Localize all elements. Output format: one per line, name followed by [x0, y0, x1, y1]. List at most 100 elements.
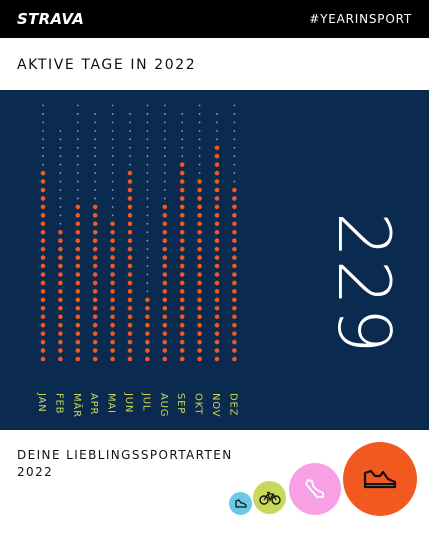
active-day-dot [179, 356, 185, 362]
active-day-dot [127, 314, 133, 320]
active-day-dot [127, 339, 133, 345]
active-day-dot [179, 238, 185, 243]
inactive-day-dot [146, 189, 149, 191]
active-day-dot [197, 179, 202, 184]
inactive-day-dot [129, 121, 131, 124]
active-day-dot [179, 314, 185, 320]
active-day-dot [232, 196, 237, 201]
active-days-panel: JAN FEB MÄR APR MAI JUN JUL AUG SEP OKT NOV DEZ 229 [0, 90, 429, 430]
active-day-dot [58, 348, 63, 353]
inactive-day-dot [76, 138, 79, 141]
active-day-dot [75, 280, 81, 286]
active-day-dot [75, 297, 81, 303]
inactive-day-dot [181, 113, 184, 115]
active-day-dot [110, 331, 115, 336]
active-day-dot [162, 255, 168, 260]
inactive-day-dot [59, 214, 62, 217]
active-day-dot [58, 255, 63, 260]
active-day-dot [127, 238, 133, 243]
active-day-dot [214, 153, 220, 159]
active-day-dot [214, 331, 220, 336]
active-day-dot [214, 255, 220, 260]
inactive-day-dot [163, 138, 166, 141]
month-label: MÄR [71, 393, 84, 418]
active-day-dot [110, 255, 115, 260]
active-day-dot [232, 280, 237, 286]
active-days-title: AKTIVE TAGE IN 2022 [17, 57, 197, 73]
active-day-dot [162, 280, 168, 286]
active-day-dot [197, 322, 202, 328]
active-day-dot [197, 306, 202, 311]
inactive-day-dot [76, 129, 79, 132]
active-day-dot [232, 297, 237, 303]
active-day-dot [214, 339, 220, 345]
active-day-dot [179, 255, 185, 260]
active-day-dot [162, 331, 168, 336]
inactive-day-dot [181, 129, 184, 132]
active-day-dot [179, 196, 185, 201]
active-day-dot [179, 289, 185, 294]
active-day-dot [40, 170, 46, 176]
favorite-sports-title: DEINE LIEBLINGSSPORTARTEN 2022 [17, 448, 233, 479]
active-day-dot [40, 246, 46, 252]
active-day-dot [58, 229, 63, 235]
active-day-dot [214, 179, 220, 184]
active-day-dot [232, 229, 237, 235]
inactive-day-dot [146, 104, 149, 107]
active-day-dot [127, 348, 133, 353]
active-day-dot [214, 145, 220, 151]
active-day-dot [197, 204, 202, 210]
active-day-dot [92, 297, 98, 303]
active-days-title-row: AKTIVE TAGE IN 2022 [0, 38, 429, 90]
active-day-dot [58, 331, 63, 336]
inactive-day-dot [76, 104, 79, 107]
inactive-day-dot [146, 206, 149, 208]
active-day-dot [92, 213, 98, 218]
active-day-dot [40, 339, 46, 345]
active-days-dot-chart: JAN FEB MÄR APR MAI JUN JUL AUG SEP OKT NOV DEZ [36, 104, 238, 418]
inactive-day-dot [233, 138, 236, 141]
active-day-dot [214, 314, 220, 320]
inactive-day-dot [42, 113, 44, 115]
active-day-dot [127, 263, 133, 269]
inactive-day-dot [146, 222, 149, 225]
inactive-day-dot [59, 189, 62, 191]
inactive-day-dot [59, 180, 62, 183]
active-day-dot [232, 356, 237, 362]
inactive-day-dot [233, 146, 236, 149]
inactive-day-dot [76, 172, 79, 174]
active-day-dot [162, 322, 168, 328]
inactive-day-dot [76, 180, 79, 183]
inactive-day-dot [129, 146, 131, 149]
active-day-dot [40, 280, 46, 286]
active-day-dot [40, 213, 46, 218]
bicycle-icon [258, 491, 281, 505]
active-day-dot [179, 348, 185, 353]
inactive-day-dot [146, 256, 149, 259]
active-day-dot [162, 314, 168, 320]
active-day-dot [92, 348, 98, 353]
inactive-day-dot [111, 155, 114, 158]
active-day-dot [127, 322, 133, 328]
month-label: AUG [158, 393, 169, 417]
active-day-dot [92, 221, 98, 227]
active-day-dot [40, 221, 46, 227]
inactive-day-dot [111, 146, 114, 149]
active-day-dot [127, 221, 133, 227]
inactive-day-dot [111, 172, 114, 174]
active-day-dot [232, 322, 237, 328]
inactive-day-dot [146, 146, 149, 149]
active-day-dot [127, 331, 133, 336]
active-day-dot [214, 229, 220, 235]
active-day-dot [162, 263, 168, 269]
active-day-dot [92, 314, 98, 320]
active-day-dot [197, 297, 202, 303]
active-day-dot [110, 356, 115, 362]
active-day-dot [145, 322, 150, 328]
active-day-dot [40, 238, 46, 243]
active-day-dot [214, 238, 220, 243]
active-day-dot [92, 263, 98, 269]
active-day-dot [127, 306, 133, 311]
inactive-day-dot [163, 155, 166, 158]
inactive-day-dot [146, 172, 149, 174]
